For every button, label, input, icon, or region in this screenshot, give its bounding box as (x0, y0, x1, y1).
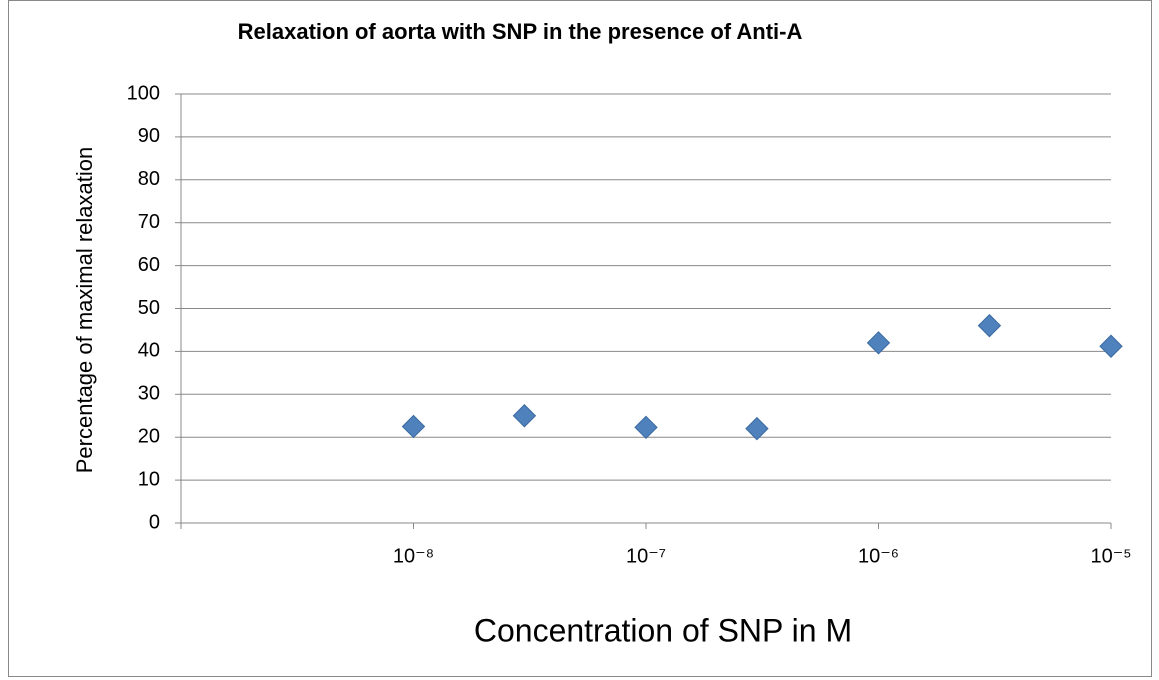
marker (1099, 334, 1123, 358)
x-tick-label: 10⁻⁸ (393, 545, 434, 567)
y-tick-label: 0 (149, 511, 160, 533)
y-tick-label: 90 (138, 125, 160, 147)
x-tick-label: 10⁻⁶ (858, 545, 899, 567)
marker (977, 313, 1002, 338)
marker (745, 416, 769, 441)
y-tick-label: 80 (138, 168, 160, 190)
marker (866, 331, 891, 355)
x-axis-title: Concentration of SNP in M (474, 612, 852, 648)
marker (634, 415, 658, 440)
chart-title: Relaxation of aorta with SNP in the pres… (238, 19, 803, 44)
marker (401, 414, 426, 439)
y-tick-label: 40 (138, 340, 160, 362)
y-axis-title: Percentage of maximal relaxation (72, 147, 97, 474)
y-tick-label: 50 (138, 297, 160, 319)
y-tick-label: 10 (138, 468, 160, 490)
x-tick-label: 10⁻⁷ (626, 545, 666, 567)
y-tick-label: 60 (138, 254, 160, 276)
y-tick-label: 70 (138, 211, 160, 233)
marker (512, 404, 537, 428)
y-tick-label: 20 (138, 425, 160, 447)
y-tick-label: 30 (138, 383, 160, 405)
chart-border (8, 0, 1152, 677)
y-tick-label: 100 (127, 82, 160, 104)
x-tick-label: 10⁻⁵ (1090, 545, 1131, 567)
